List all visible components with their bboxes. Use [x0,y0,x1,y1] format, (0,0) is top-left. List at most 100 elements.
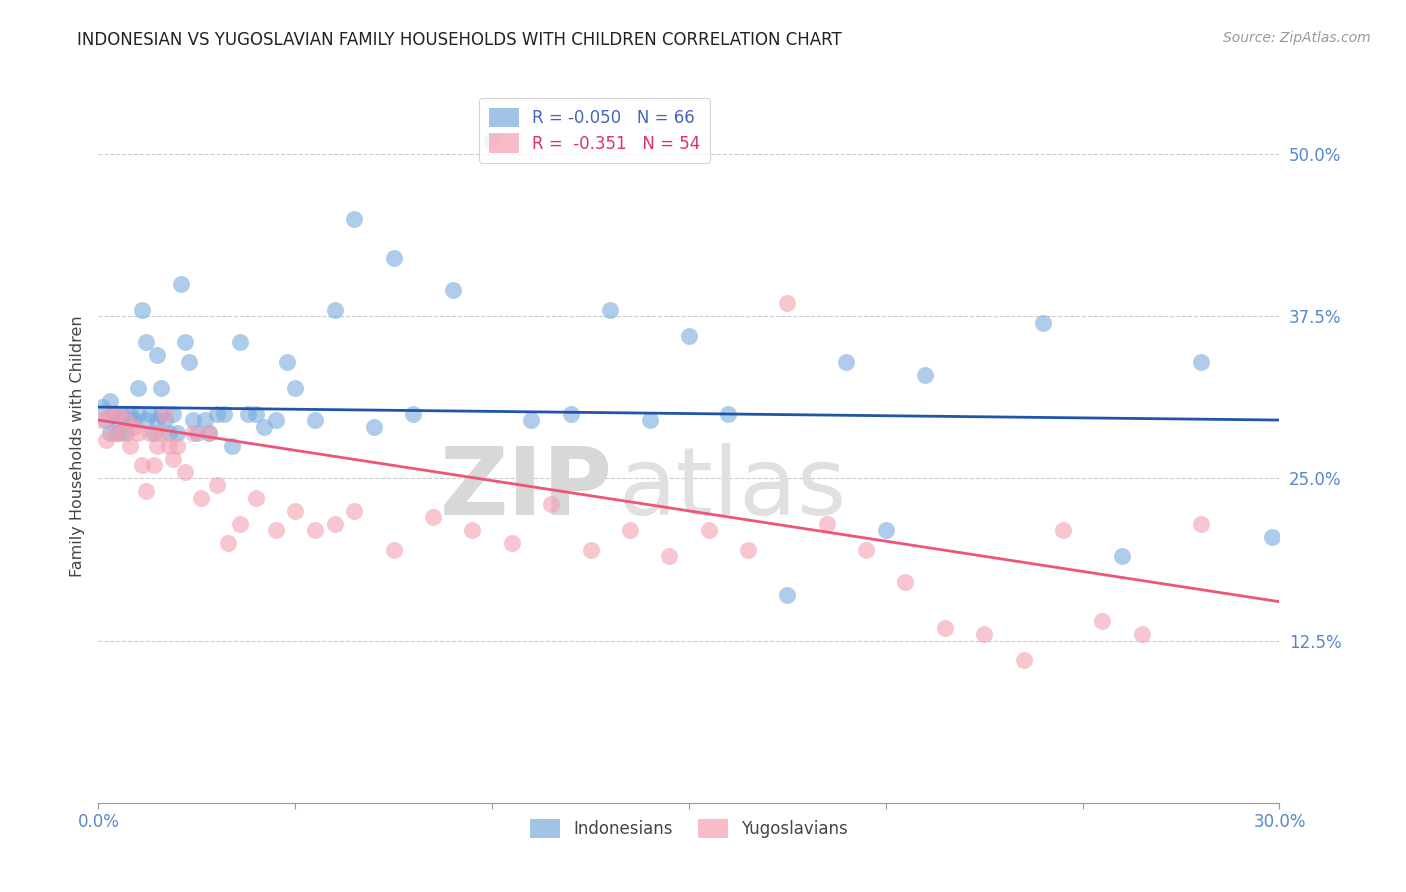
Point [304,524,326,538]
Point [481,134,503,148]
Point [214,407,236,421]
Point [276,354,298,368]
Point [118,413,141,427]
Point [194,413,217,427]
Point [245,491,267,505]
Point [1260,530,1282,544]
Point [284,504,307,518]
Point [138,425,160,440]
Point [131,302,153,317]
Point [658,549,681,564]
Point [150,425,173,440]
Point [221,439,243,453]
Point [103,425,125,440]
Point [170,277,193,291]
Point [205,478,228,492]
Point [96,413,118,427]
Point [135,413,157,427]
Point [181,425,204,440]
Point [166,439,188,453]
Text: atlas: atlas [619,442,846,535]
Point [122,419,145,434]
Point [142,425,165,440]
Point [382,251,405,265]
Point [253,419,276,434]
Point [107,407,129,421]
Point [107,413,129,427]
Point [245,407,267,421]
Point [1111,549,1133,564]
Point [135,484,157,499]
Point [162,452,184,467]
Point [363,419,385,434]
Point [323,302,346,317]
Point [815,516,838,531]
Point [264,524,287,538]
Point [501,536,523,550]
Point [1091,614,1114,628]
Point [229,516,252,531]
Point [678,328,700,343]
Point [174,465,197,479]
Point [177,354,200,368]
Point [127,407,149,421]
Point [155,407,177,421]
Point [382,542,405,557]
Point [217,536,239,550]
Point [91,413,114,427]
Point [619,524,641,538]
Point [1052,524,1074,538]
Point [115,413,138,427]
Point [103,407,125,421]
Text: Source: ZipAtlas.com: Source: ZipAtlas.com [1223,31,1371,45]
Point [111,425,134,440]
Point [236,407,259,421]
Y-axis label: Family Households with Children: Family Households with Children [69,315,84,577]
Point [284,381,307,395]
Point [304,413,326,427]
Point [157,439,180,453]
Point [96,433,118,447]
Point [181,413,204,427]
Point [98,407,121,421]
Point [115,425,138,440]
Point [127,381,149,395]
Point [150,407,173,421]
Point [107,425,129,440]
Point [111,407,134,421]
Point [1032,316,1054,330]
Point [934,621,956,635]
Point [343,211,366,226]
Point [855,542,877,557]
Point [118,407,141,421]
Point [127,425,149,440]
Point [98,393,121,408]
Point [1130,627,1153,641]
Point [122,413,145,427]
Point [162,407,184,421]
Point [776,296,799,310]
Point [166,425,188,440]
Point [157,425,180,440]
Point [135,335,157,350]
Text: ZIP: ZIP [439,442,612,535]
Point [560,407,582,421]
Point [146,439,169,453]
Point [98,425,121,440]
Point [914,368,936,382]
Point [441,283,464,297]
Point [146,348,169,362]
Point [638,413,661,427]
Point [875,524,897,538]
Point [520,413,543,427]
Point [118,439,141,453]
Point [186,425,208,440]
Point [150,381,173,395]
Point [91,400,114,414]
Point [197,425,219,440]
Point [323,516,346,531]
Point [422,510,444,524]
Point [402,407,425,421]
Point [894,575,917,590]
Point [1189,354,1212,368]
